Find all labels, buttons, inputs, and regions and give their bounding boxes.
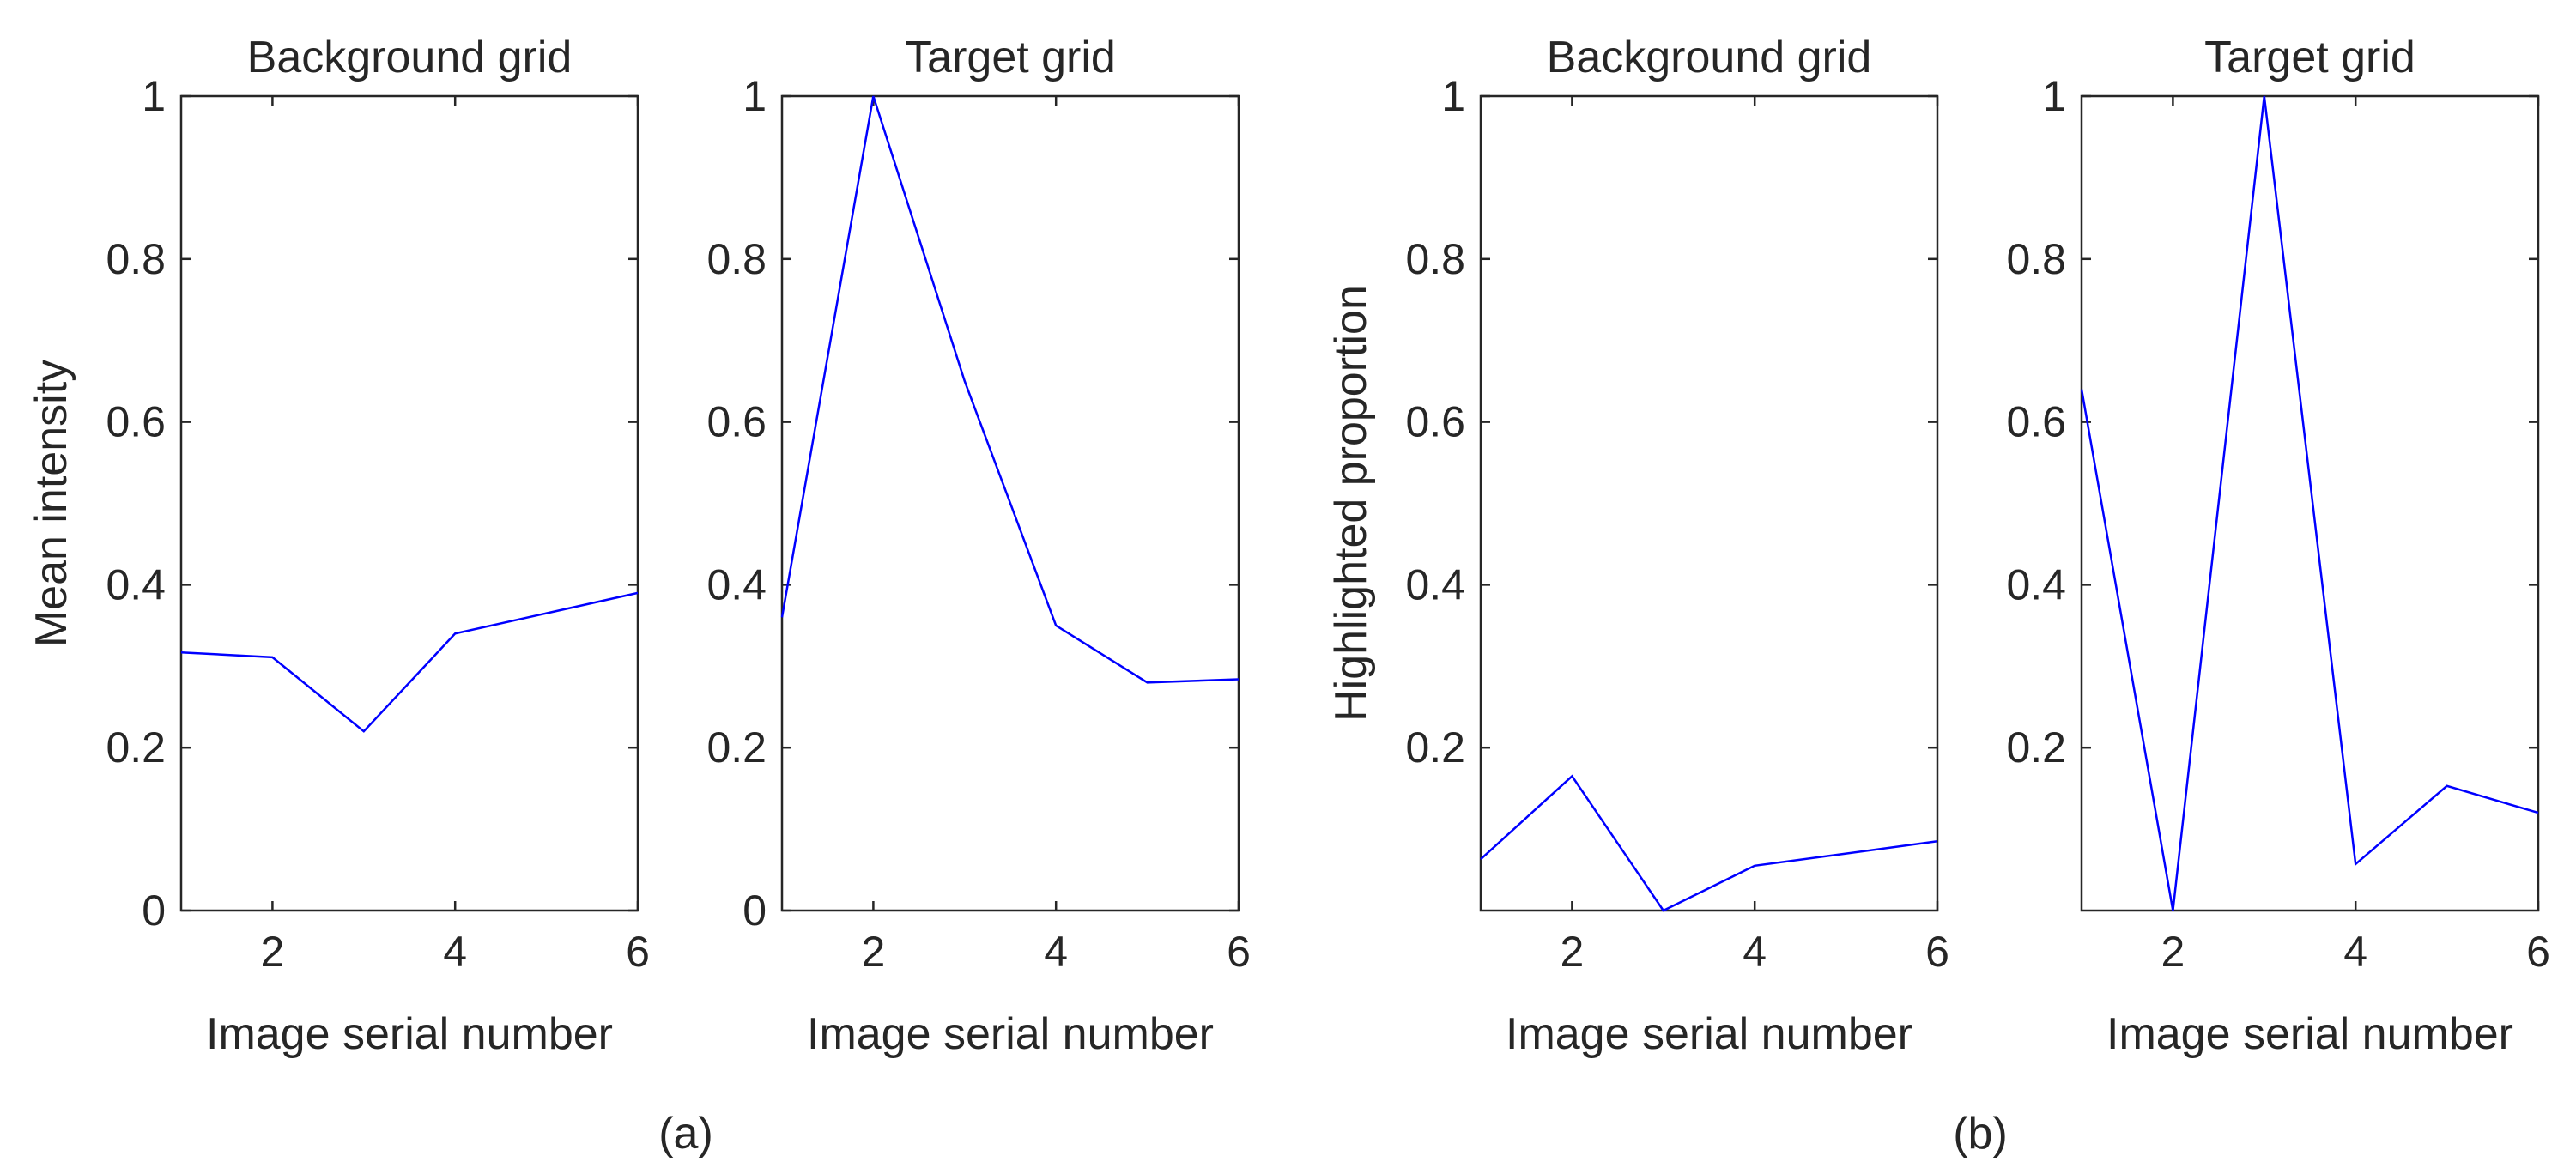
chart-3: Background grid 2 4 6 0.2 0.4 0.6 0.8 1 Image ser… <box>1326 33 1949 1059</box>
x-tick-label: 4 <box>1743 928 1767 976</box>
chart-2: Target grid 2 4 6 0 0.2 0.4 0.6 0.8 1 Image serial… <box>706 33 1250 1059</box>
y-tick-label: 1 <box>142 72 166 120</box>
y-tick-label: 0.8 <box>706 235 767 283</box>
series-line <box>180 591 639 733</box>
y-tick-label: 0.2 <box>706 723 767 772</box>
charts-group: Background grid 2 4 6 0 0.2 0.4 0.6 0.8 1 Image se… <box>27 33 2550 1059</box>
y-tick-label: 0.6 <box>2006 398 2066 446</box>
x-tick-label: 4 <box>443 928 467 976</box>
x-tick-label: 6 <box>626 928 650 976</box>
y-tick-label: 0.4 <box>2006 560 2066 608</box>
x-tick-label: 6 <box>1925 928 1949 976</box>
y-tick-label: 0.6 <box>706 398 767 446</box>
chart-4: Target grid 2 4 6 0.2 0.4 0.6 0.8 1 Image serial … <box>2006 33 2549 1059</box>
y-tick-label: 0.2 <box>2006 723 2066 772</box>
x-tick-label: 4 <box>2343 928 2367 976</box>
chart-1: Background grid 2 4 6 0 0.2 0.4 0.6 0.8 1 Image se… <box>27 33 650 1059</box>
x-axis-label: Image serial number <box>807 1009 1214 1059</box>
axes-box <box>780 94 1240 912</box>
y-tick-label: 0 <box>142 887 166 935</box>
y-tick-label: 0.4 <box>106 560 166 608</box>
chart-title: Background grid <box>247 33 573 82</box>
x-tick-label: 2 <box>861 928 885 976</box>
y-axis-label: Highlighted proportion <box>1326 285 1376 722</box>
y-tick-label: 0.8 <box>1405 235 1465 283</box>
y-tick-label: 1 <box>1441 72 1465 120</box>
x-tick-label: 2 <box>2161 928 2185 976</box>
y-tick-label: 1 <box>742 72 767 120</box>
x-axis-label: Image serial number <box>1506 1009 1912 1059</box>
panel-label-b: (b) <box>1953 1109 2008 1159</box>
axes-box <box>2080 94 2540 912</box>
y-tick-label: 0.8 <box>106 235 166 283</box>
axes-box <box>1479 94 1939 912</box>
panel-label-a: (a) <box>658 1109 713 1159</box>
series-line <box>2080 95 2539 911</box>
y-tick-label: 0.2 <box>106 723 166 772</box>
y-tick-label: 0.6 <box>1405 398 1465 446</box>
chart-title: Target grid <box>905 33 1116 82</box>
x-tick-label: 2 <box>260 928 284 976</box>
y-tick-label: 0.8 <box>2006 235 2066 283</box>
x-axis-label: Image serial number <box>206 1009 613 1059</box>
chart-title: Background grid <box>1547 33 1872 82</box>
y-tick-label: 1 <box>2042 72 2066 120</box>
y-tick-label: 0.2 <box>1405 723 1465 772</box>
x-tick-label: 4 <box>1044 928 1068 976</box>
series-line <box>780 95 1240 684</box>
y-tick-label: 0 <box>742 887 767 935</box>
y-tick-label: 0.4 <box>1405 560 1465 608</box>
x-tick-label: 2 <box>1560 928 1584 976</box>
y-axis-label: Mean intensity <box>27 360 76 647</box>
axes-box <box>179 94 639 912</box>
x-tick-label: 6 <box>2526 928 2550 976</box>
x-axis-label: Image serial number <box>2106 1009 2513 1059</box>
y-tick-label: 0.6 <box>106 398 166 446</box>
x-tick-label: 6 <box>1227 928 1251 976</box>
series-line <box>1480 774 1938 912</box>
chart-title: Target grid <box>2204 33 2415 82</box>
y-tick-label: 0.4 <box>706 560 767 608</box>
